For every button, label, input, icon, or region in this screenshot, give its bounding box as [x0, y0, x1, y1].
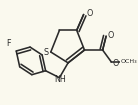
Text: F: F — [7, 39, 11, 48]
Text: NH: NH — [54, 75, 66, 84]
Text: OCH₃: OCH₃ — [121, 59, 137, 64]
Text: O: O — [112, 59, 119, 68]
Text: S: S — [44, 49, 49, 58]
Text: O: O — [86, 9, 93, 18]
Text: O: O — [108, 31, 114, 40]
